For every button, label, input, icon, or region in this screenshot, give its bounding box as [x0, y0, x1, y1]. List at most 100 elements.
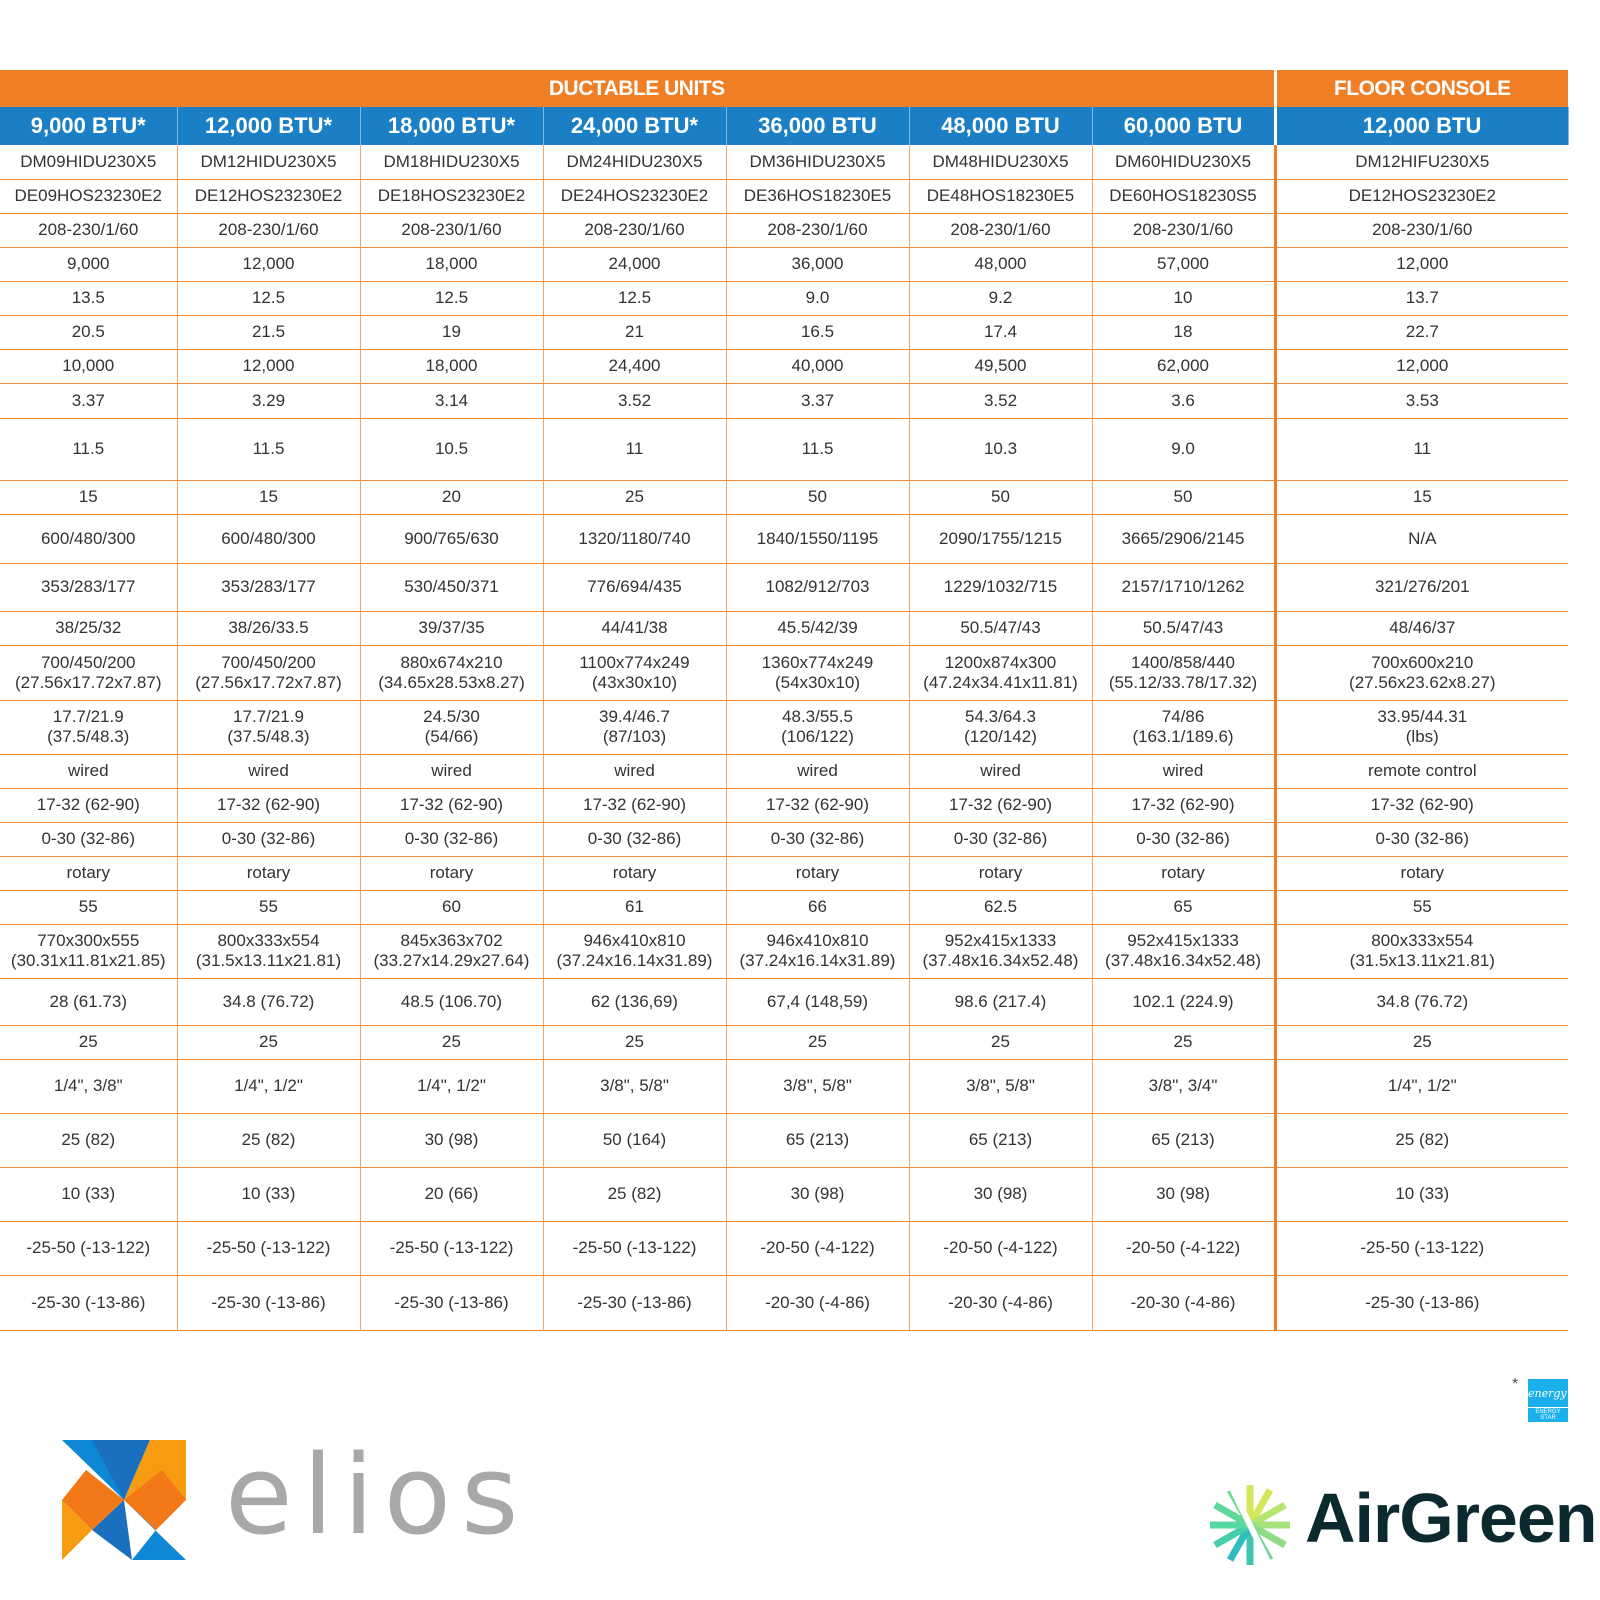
- energy-star-logo: energy☆ ENERGY STAR: [1528, 1379, 1576, 1422]
- spec-table: DUCTABLE UNITS FLOOR CONSOLE 9,000 BTU* 1…: [0, 70, 1569, 1331]
- table-cell: -20-30 (-4-86): [1092, 1275, 1277, 1331]
- table-cell: 62.5: [909, 890, 1093, 925]
- table-cell: 10 (33): [0, 1167, 178, 1222]
- table-cell: -20-50 (-4-122): [909, 1221, 1093, 1276]
- table-cell: 208-230/1/60: [1092, 213, 1277, 248]
- table-cell: -20-50 (-4-122): [1092, 1221, 1277, 1276]
- table-cell: 50: [1092, 480, 1277, 515]
- table-cell: 12.5: [177, 281, 361, 316]
- table-cell: rotary: [177, 856, 361, 891]
- table-row: 600/480/300 600/480/300 900/765/630 1320/11…: [0, 514, 1569, 564]
- table-cell: 2090/1755/1215: [909, 514, 1093, 564]
- table-cell: 0-30 (32-86): [360, 822, 544, 857]
- table-cell: 18: [1092, 315, 1277, 350]
- table-cell: rotary: [726, 856, 910, 891]
- table-cell: 30 (98): [1092, 1167, 1277, 1222]
- table-cell: 38/25/32: [0, 611, 178, 646]
- table-cell: -25-30 (-13-86): [360, 1275, 544, 1331]
- table-cell: wired: [909, 754, 1093, 789]
- table-cell: 10.5: [360, 418, 544, 481]
- table-cell: 17.7/21.9 (37.5/48.3): [177, 700, 361, 755]
- table-cell: 25: [0, 1025, 178, 1060]
- table-cell: 48/46/37: [1275, 611, 1569, 646]
- table-cell: 10.3: [909, 418, 1093, 481]
- table-cell: 1840/1550/1195: [726, 514, 910, 564]
- table-cell: 10: [1092, 281, 1277, 316]
- table-cell: DE36HOS18230E5: [726, 179, 910, 214]
- table-cell: 208-230/1/60: [726, 213, 910, 248]
- table-cell: 10 (33): [1275, 1167, 1569, 1222]
- table-cell: 30 (98): [726, 1167, 910, 1222]
- table-cell: 700/450/200 (27.56x17.72x7.87): [0, 645, 178, 701]
- table-row: 28 (61.73) 34.8 (76.72) 48.5 (106.70) 62 (1…: [0, 978, 1569, 1026]
- table-cell: 353/283/177: [177, 563, 361, 612]
- table-cell: 17.7/21.9 (37.5/48.3): [0, 700, 178, 755]
- table-row: 3.37 3.29 3.14 3.52 3.37 3.52 3.6 3.53: [0, 383, 1569, 419]
- table-cell: DE48HOS18230E5: [909, 179, 1093, 214]
- table-cell: 62 (136,69): [543, 978, 727, 1026]
- table-cell: 1400/858/440 (55.12/33.78/17.32): [1092, 645, 1277, 701]
- table-cell: 17-32 (62-90): [726, 788, 910, 823]
- table-cell: 770x300x555 (30.31x11.81x21.85): [0, 924, 178, 979]
- table-cell: 3.37: [726, 383, 910, 419]
- table-cell: wired: [1092, 754, 1277, 789]
- table-cell: 946x410x810 (37.24x16.14x31.89): [726, 924, 910, 979]
- table-cell: -25-50 (-13-122): [1275, 1221, 1569, 1276]
- capacity-header-2: 18,000 BTU*: [360, 107, 544, 145]
- table-cell: 15: [177, 480, 361, 515]
- table-cell: 39/37/35: [360, 611, 544, 646]
- table-cell: 208-230/1/60: [909, 213, 1093, 248]
- table-cell: 0-30 (32-86): [0, 822, 178, 857]
- table-cell: 3.14: [360, 383, 544, 419]
- table-cell: 55: [1275, 890, 1569, 925]
- table-cell: 45.5/42/39: [726, 611, 910, 646]
- group-floor-console: FLOOR CONSOLE: [1275, 70, 1569, 107]
- table-cell: wired: [726, 754, 910, 789]
- table-cell: -25-50 (-13-122): [360, 1221, 544, 1276]
- table-row: 20.5 21.5 19 21 16.5 17.4 18 22.7: [0, 315, 1569, 350]
- table-cell: 900/765/630: [360, 514, 544, 564]
- table-cell: 3.52: [543, 383, 727, 419]
- table-cell: 40,000: [726, 349, 910, 384]
- capacity-header-5: 48,000 BTU: [909, 107, 1093, 145]
- table-cell: 21.5: [177, 315, 361, 350]
- table-cell: wired: [0, 754, 178, 789]
- table-cell: 700x600x210 (27.56x23.62x8.27): [1275, 645, 1569, 701]
- table-cell: 880x674x210 (34.65x28.53x8.27): [360, 645, 544, 701]
- table-cell: 54.3/64.3 (120/142): [909, 700, 1093, 755]
- table-cell: 17-32 (62-90): [0, 788, 178, 823]
- table-cell: 50.5/47/43: [909, 611, 1093, 646]
- table-cell: 0-30 (32-86): [1275, 822, 1569, 857]
- table-row: 55 55 60 61 66 62.5 65 55: [0, 890, 1569, 925]
- table-cell: -20-30 (-4-86): [726, 1275, 910, 1331]
- table-row: 17-32 (62-90) 17-32 (62-90) 17-32 (62-90) 1…: [0, 788, 1569, 823]
- table-cell: 12,000: [1275, 247, 1569, 282]
- table-cell: 44/41/38: [543, 611, 727, 646]
- table-cell: 3.29: [177, 383, 361, 419]
- table-cell: 10,000: [0, 349, 178, 384]
- table-cell: 0-30 (32-86): [726, 822, 910, 857]
- table-cell: rotary: [909, 856, 1093, 891]
- table-cell: DE60HOS18230S5: [1092, 179, 1277, 214]
- table-cell: 33.95/44.31 (lbs): [1275, 700, 1569, 755]
- table-cell: 25: [726, 1025, 910, 1060]
- table-row: DE09HOS23230E2 DE12HOS23230E2 DE18HOS23230…: [0, 179, 1569, 214]
- table-cell: 25 (82): [543, 1167, 727, 1222]
- table-cell: 24.5/30 (54/66): [360, 700, 544, 755]
- table-cell: 25: [1275, 1025, 1569, 1060]
- table-cell: 28 (61.73): [0, 978, 178, 1026]
- table-cell: 17-32 (62-90): [543, 788, 727, 823]
- table-cell: DM60HIDU230X5: [1092, 145, 1277, 180]
- table-cell: 600/480/300: [0, 514, 178, 564]
- table-cell: 25: [543, 480, 727, 515]
- capacity-header-4: 36,000 BTU: [726, 107, 910, 145]
- table-cell: 60: [360, 890, 544, 925]
- table-cell: 24,000: [543, 247, 727, 282]
- table-cell: -20-30 (-4-86): [909, 1275, 1093, 1331]
- table-cell: wired: [177, 754, 361, 789]
- table-cell: 530/450/371: [360, 563, 544, 612]
- table-row: 208-230/1/60 208-230/1/60 208-230/1/60 208-…: [0, 213, 1569, 248]
- table-cell: -25-50 (-13-122): [543, 1221, 727, 1276]
- group-header-row: DUCTABLE UNITS FLOOR CONSOLE: [0, 70, 1569, 107]
- table-cell: 1082/912/703: [726, 563, 910, 612]
